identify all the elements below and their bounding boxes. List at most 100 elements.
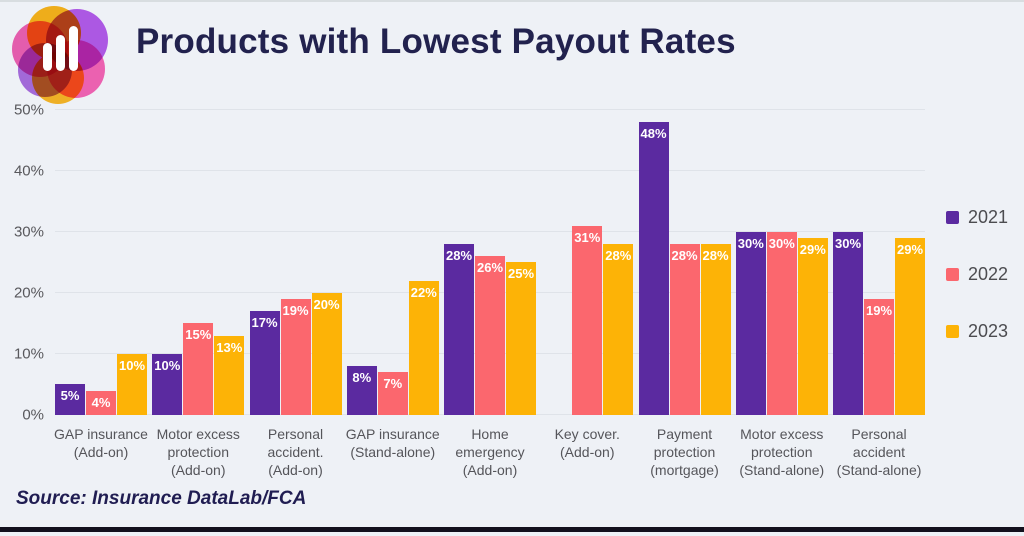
bar-slot-2023: 25% [506,262,536,415]
bar-value-label: 29% [799,242,826,257]
x-category-label: Motor excess protection (Add-on) [156,426,240,479]
bar-value-label: 10% [154,358,181,373]
bar-slot-2022: 4% [86,391,116,415]
bar-2022: 28% [669,244,700,415]
bar-group: 17% 19% 20% [249,110,342,415]
bar-slot-2021: 8% [346,366,377,415]
bar-value-label: 7% [383,376,403,391]
bar-value-label: 8% [352,370,372,385]
legend-item-2022: 2022 [946,264,1008,285]
legend-label: 2023 [968,321,1009,341]
brand-logo [12,6,112,104]
x-category-label: GAP insurance (Add-on) [54,426,148,461]
bar-value-label: 15% [185,327,212,342]
logo-bar-chart-icon [43,43,52,71]
bar-2022: 4% [86,391,116,415]
bar-value-label: 31% [574,230,601,245]
bar-slot-2022: 26% [475,256,505,415]
bar-value-label: 48% [640,126,667,141]
gridline-30% [55,231,925,232]
bar-2023: 25% [506,262,536,415]
bar-groups: 5% 4% 10% 10% 15% 13% 17% 19% 20% 8% 7% 22% 28% 26% 25… [55,110,925,415]
bar-2021: 10% [152,354,183,415]
y-tick-label: 10% [13,345,44,363]
bar-2023: 13% [214,336,245,415]
bar-value-label: 30% [737,236,764,251]
gridline-50% [55,109,925,110]
bar-group: 28% 26% 25% [444,110,536,415]
bar-2021: 48% [638,122,669,415]
bar-group: 31% 28% [541,110,634,415]
bar-value-label: 4% [91,395,111,410]
legend-swatch-icon [946,325,959,338]
bar-2023: 29% [895,238,925,415]
legend-swatch-icon [946,211,959,224]
bar-value-label: 30% [768,236,795,251]
bar-value-label: 26% [476,260,504,275]
bar-value-label: 30% [834,236,862,251]
bar-2022: 31% [572,226,603,415]
bar-slot-2022: 19% [280,299,311,415]
legend-label: 2022 [968,264,1009,284]
x-category-label: Personal accident. (Add-on) [267,426,324,479]
legend-item-2023: 2023 [946,321,1008,342]
y-tick-label: 30% [13,223,44,241]
bar-slot-2022: 7% [377,372,408,415]
y-axis: 0% 10% 20% 30% 40% 50% [0,102,48,424]
bar-value-label: 20% [313,297,340,312]
bar-slot-2023: 28% [700,244,731,415]
y-tick-label: 20% [13,284,44,302]
bar-2023: 29% [797,238,828,415]
bar-slot-2021: 30% [833,232,863,415]
bar-2022: 19% [864,299,894,415]
x-category-label: Motor excess protection (Stand-alone) [739,426,825,479]
bar-value-label: 22% [410,285,437,300]
top-border-line [0,0,1024,2]
bar-value-label: 28% [445,248,473,263]
chart-legend: 2021 2022 2023 [946,207,1008,378]
bar-2021: 30% [833,232,863,415]
bar-slot-2021: 17% [249,311,280,415]
bar-slot-2021: 10% [152,354,183,415]
bar-2022: 30% [766,232,797,415]
bar-slot-2022: 15% [183,323,214,415]
bar-group: 10% 15% 13% [152,110,245,415]
bar-2023: 10% [117,354,147,415]
bar-2023: 28% [603,244,634,415]
bar-slot-2021: 28% [444,244,474,415]
bar-group: 5% 4% 10% [55,110,147,415]
bar-value-label: 5% [60,388,80,403]
bar-slot-2022: 28% [669,244,700,415]
bar-value-label: 29% [896,242,924,257]
x-category-label: Home emergency (Add-on) [455,426,525,479]
bar-2021: 5% [55,384,85,415]
legend-swatch-icon [946,268,959,281]
bar-2022: 26% [475,256,505,415]
page-title: Products with Lowest Payout Rates [136,22,736,61]
y-tick-label: 0% [22,406,44,424]
bar-slot-2023: 28% [603,244,634,415]
legend-item-2021: 2021 [946,207,1008,228]
y-tick-label: 50% [13,101,44,119]
bar-slot-2023: 13% [214,336,245,415]
bar-slot-2023: 22% [408,281,439,415]
bar-slot-2022: 30% [766,232,797,415]
logo-bar-chart-icon [56,35,65,71]
x-axis-labels: GAP insurance (Add-on) Motor excess prote… [54,425,925,480]
bar-2022: 19% [280,299,311,415]
bar-slot-2022: 31% [572,226,603,415]
source-attribution: Source: Insurance DataLab/FCA [16,488,307,509]
bar-2021: 30% [735,232,766,415]
gridline-40% [55,170,925,171]
bar-group: 30% 30% 29% [735,110,828,415]
bar-2021: 17% [249,311,280,415]
bar-value-label: 28% [605,248,632,263]
bar-2022: 7% [377,372,408,415]
bar-value-label: 19% [282,303,309,318]
bar-slot-2023: 29% [797,238,828,415]
bar-value-label: 28% [702,248,729,263]
bar-group: 48% 28% 28% [638,110,731,415]
bar-group: 8% 7% 22% [346,110,439,415]
bar-slot-2022: 19% [864,299,894,415]
